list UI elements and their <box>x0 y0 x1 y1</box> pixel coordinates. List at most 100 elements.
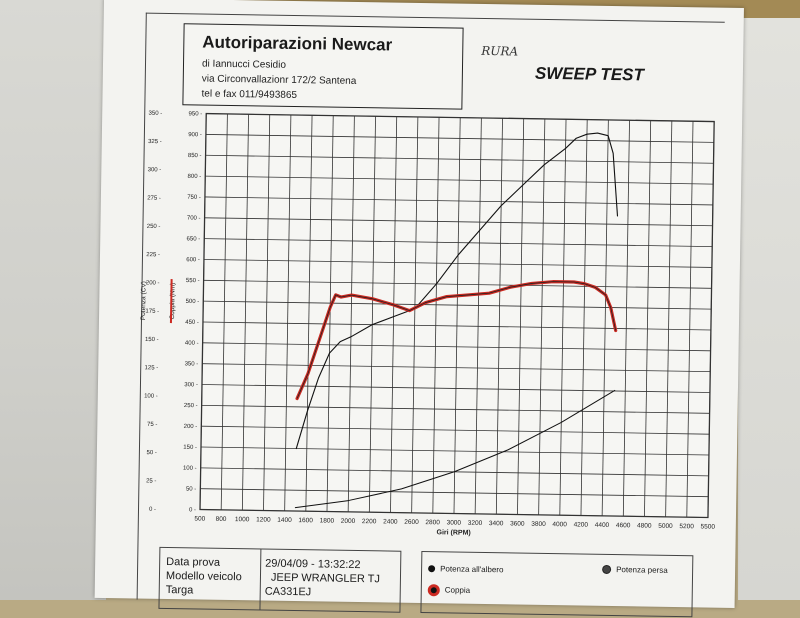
model-label: Modello veicolo <box>165 570 242 584</box>
grid-line-vertical <box>305 115 313 512</box>
grid-line-vertical <box>453 117 461 514</box>
x-tick-label: 1600 <box>298 517 313 524</box>
legend-shaft-power: Potenza all'albero <box>428 564 504 575</box>
grid-line-horizontal <box>200 488 709 498</box>
date-label: Data prova <box>166 556 221 569</box>
y-right-tick-label: 250 - <box>184 403 198 409</box>
grid-line-vertical <box>347 115 355 512</box>
grid-line-horizontal <box>202 342 711 352</box>
torque-axis-marker <box>169 279 173 324</box>
grid-line-vertical <box>538 118 546 515</box>
legend-torque-label: Coppia <box>444 585 471 595</box>
date-value: 29/04/09 - 13:32:22 <box>265 557 361 572</box>
y-left-tick-label: 275 - <box>147 196 161 202</box>
info-values: 29/04/09 - 13:32:22 JEEP WRANGLER TJ CA3… <box>259 549 387 612</box>
y-right-tick-label: 300 - <box>184 382 198 388</box>
grid-line-horizontal <box>206 113 715 122</box>
y-right-tick-label: 450 - <box>185 320 199 326</box>
x-tick-label: 1800 <box>320 517 335 524</box>
y-left-tick-label: 125 - <box>144 365 158 371</box>
x-tick-label: 4800 <box>637 522 652 529</box>
grid-line-vertical <box>284 114 292 511</box>
y-right-tick-label: 750 - <box>187 195 201 201</box>
y-right-tick-label: 150 - <box>183 445 197 451</box>
background-right <box>738 18 800 600</box>
y-left-tick-label: 250 - <box>147 224 161 230</box>
grid-line-vertical <box>474 117 482 514</box>
x-tick-label: 2000 <box>341 518 356 525</box>
x-tick-label: 4600 <box>616 522 631 529</box>
grid-line-vertical <box>220 113 228 510</box>
grid-line-horizontal <box>202 363 711 373</box>
red-circle-icon <box>427 584 440 597</box>
grid-line-horizontal <box>203 259 712 268</box>
y-left-tick-label: 75 - <box>147 422 157 428</box>
x-tick-label: 3800 <box>531 521 546 528</box>
grid-line-vertical <box>495 118 503 515</box>
x-tick-label: 2600 <box>404 519 419 526</box>
grid-line-vertical <box>686 121 694 518</box>
y-right-tick-label: 600 - <box>186 257 200 263</box>
y-right-tick-label: 200 - <box>184 424 198 430</box>
shaft-power-line <box>295 132 619 450</box>
x-tick-label: 3000 <box>447 519 462 526</box>
grid-line-vertical <box>559 119 567 516</box>
grid-line-vertical <box>707 121 715 518</box>
grid-line-vertical <box>580 119 588 516</box>
y-right-tick-label: 900 - <box>188 132 202 138</box>
y-left-tick-label: 325 - <box>148 139 162 145</box>
y-right-tick-label: 950 - <box>188 111 202 117</box>
y-right-tick-label: 700 - <box>187 216 201 222</box>
x-tick-label: 3200 <box>468 520 483 527</box>
model-value: JEEP WRANGLER TJ <box>270 571 381 586</box>
y-right-tick-label: 650 - <box>187 236 201 242</box>
dyno-chart: 500 800 1000 1200 1400 1600 1800 2000 2200 2400 26… <box>140 111 715 537</box>
grid-lines <box>199 113 715 518</box>
x-tick-label: 1200 <box>256 516 271 523</box>
y-right-tick-label: 50 - <box>186 486 196 492</box>
plate-label: Targa <box>165 584 194 597</box>
grid-line-vertical <box>368 116 376 513</box>
grid-line-horizontal <box>201 425 710 435</box>
grid-line-vertical <box>665 120 673 517</box>
legend-lost-power-label: Potenza persa <box>616 565 668 575</box>
grid-line-vertical <box>411 116 419 513</box>
legend-lost-power: Potenza persa <box>602 565 668 575</box>
grid-line-horizontal <box>204 196 713 206</box>
y-right-tick-label: 400 - <box>185 341 199 347</box>
y-right-tick-label: 0 - <box>189 507 196 513</box>
grid-line-horizontal <box>205 134 714 143</box>
background-left <box>0 0 106 600</box>
x-tick-label: 4000 <box>552 521 567 528</box>
y-left-tick-label: 50 - <box>147 450 157 456</box>
grid-line-horizontal <box>202 321 711 331</box>
grid-line-vertical <box>432 117 440 514</box>
y-left-tick-label: 200 - <box>146 280 160 286</box>
grid-line-horizontal <box>204 238 713 248</box>
x-tick-label: 2200 <box>362 518 377 525</box>
legend-shaft-power-label: Potenza all'albero <box>440 564 504 575</box>
gray-dot-icon <box>602 565 612 575</box>
grid-line-horizontal <box>200 509 708 518</box>
y-right-tick-label: 100 - <box>183 466 197 472</box>
y-left-tick-label: 225 - <box>146 252 160 258</box>
grid-line-horizontal <box>205 175 714 185</box>
plate-value: CA331EJ <box>264 585 312 599</box>
grid-line-horizontal <box>203 300 712 310</box>
x-axis-label: Giri (RPM) <box>437 529 471 537</box>
x-tick-label: 500 <box>194 515 205 522</box>
y-right-tick-label: 550 - <box>186 278 200 284</box>
grid-line-vertical <box>263 114 271 511</box>
y-right-tick-label: 500 - <box>186 299 200 305</box>
y-right-tick-label: 350 - <box>185 361 199 367</box>
y-right-tick-label: 800 - <box>188 174 202 180</box>
grid-line-vertical <box>390 116 398 513</box>
y-left-tick-label: 25 - <box>146 478 156 484</box>
x-tick-label: 800 <box>216 516 227 523</box>
x-tick-label: 5200 <box>679 523 694 530</box>
grid-line-vertical <box>326 115 334 512</box>
y-left-axis-label: Potenza (CV) <box>140 281 148 320</box>
x-tick-label: 1000 <box>235 516 250 523</box>
black-dot-icon <box>428 565 436 573</box>
test-info-box: Data prova Modello veicolo Targa 29/04/0… <box>158 546 402 613</box>
